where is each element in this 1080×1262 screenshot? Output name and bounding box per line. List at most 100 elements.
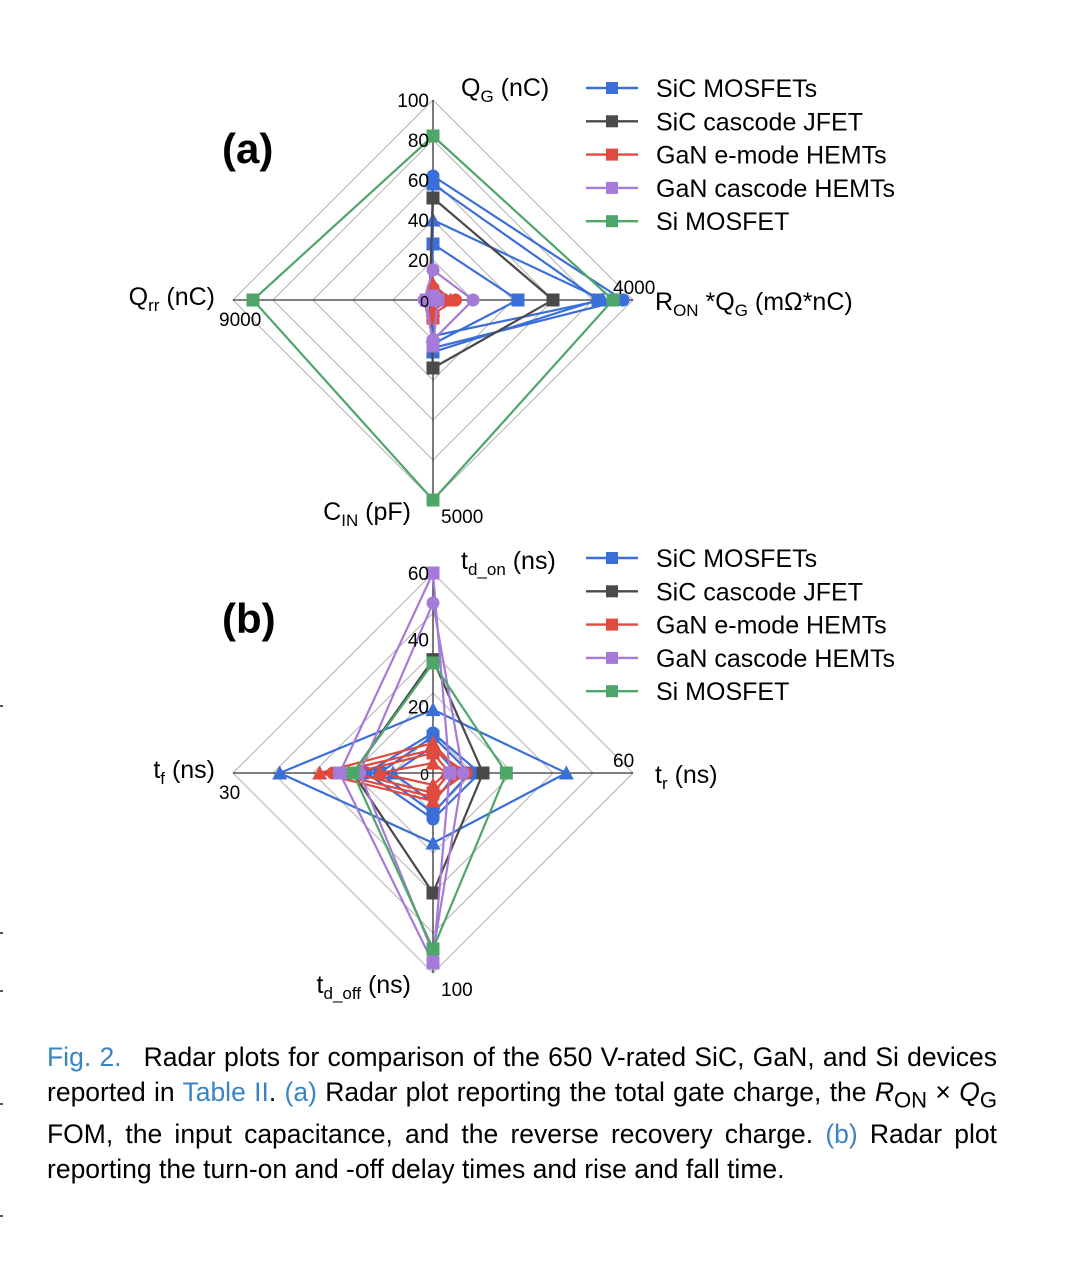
legend-label: Si MOSFET [656, 678, 789, 706]
axis-max-label: 5000 [441, 507, 483, 528]
axis-title-char: t [317, 971, 324, 999]
legend-swatch [606, 115, 618, 128]
axis-title-sub: G [735, 301, 748, 320]
axis-title-sub: IN [341, 511, 358, 530]
data-point [476, 766, 490, 780]
data-point [546, 293, 560, 307]
axis-title-bottom: CIN (pF) [323, 498, 411, 530]
legend-swatch [606, 618, 618, 631]
axis-title-left: Qrr (nC) [129, 283, 215, 315]
data-point [426, 956, 440, 970]
figure-caption: Fig. 2. Radar plots for comparison of the… [47, 1040, 997, 1187]
page-edge-mark [0, 990, 3, 992]
data-point [425, 777, 441, 792]
axis-title-unit: (pF) [358, 498, 411, 526]
axis-title-sub: rr [148, 296, 160, 315]
axis-title-unit: *Q [699, 288, 735, 316]
data-point [426, 942, 440, 956]
times-symbol: × [927, 1077, 960, 1107]
data-point [466, 293, 480, 307]
axis-title-unit: (nC) [494, 74, 550, 102]
tick-label: 60 [408, 564, 429, 585]
data-point [426, 493, 440, 507]
page-edge-mark [0, 1215, 3, 1217]
zero-label: 0 [420, 767, 429, 784]
data-point [346, 766, 360, 780]
caption-text-1: Radar plots for comparison of the 650 V-… [47, 1042, 998, 1107]
panel-label: (b) [222, 595, 276, 642]
axis-title-left: tf (ns) [153, 756, 215, 788]
axis-title-right: tr (ns) [655, 761, 718, 793]
tick-label: 20 [408, 697, 429, 718]
axis-title-char: t [461, 547, 468, 575]
data-point [606, 293, 620, 307]
data-point [426, 886, 440, 900]
q-symbol: Q [959, 1077, 980, 1107]
tick-label: 20 [408, 251, 429, 272]
data-point [426, 656, 440, 670]
legend-swatch [606, 685, 618, 698]
axis-max-label: 9000 [219, 310, 261, 331]
axis-title-sub: f [160, 769, 165, 788]
legend-label: GaN cascode HEMTs [656, 175, 895, 203]
axis-title-sub: d_off [323, 984, 361, 1003]
data-point [425, 835, 441, 850]
data-point [426, 746, 440, 760]
tick-label: 40 [408, 631, 429, 652]
axis-title-top: QG (nC) [461, 74, 549, 106]
axis-title-unit: (ns) [361, 971, 411, 999]
r-subscript: ON [893, 1087, 928, 1113]
caption-text-3: Radar plot reporting the total gate char… [316, 1077, 875, 1107]
data-point [426, 263, 440, 277]
data-point [499, 766, 513, 780]
axis-title-unit: (mΩ*nC) [748, 288, 853, 316]
data-point [426, 237, 440, 251]
axis-title-sub: ON [673, 301, 699, 320]
legend-label: SiC MOSFETs [656, 545, 817, 573]
data-point [425, 276, 441, 291]
data-point [425, 755, 441, 770]
axis-title-sub: d_on [468, 560, 506, 579]
axis-title-sub: r [662, 774, 668, 793]
legend-label: GaN e-mode HEMTs [656, 612, 887, 640]
page-edge-mark [0, 1103, 3, 1105]
axis-title-unit: (nC) [159, 283, 215, 311]
tick-label: 40 [408, 211, 429, 232]
data-point [426, 129, 440, 143]
axis-title-char: Q [461, 74, 480, 102]
legend-label: Si MOSFET [656, 208, 789, 236]
data-point [426, 339, 440, 353]
axis-title-char: t [153, 756, 160, 784]
axis-max-label: 30 [219, 783, 240, 804]
legend-swatch [606, 585, 618, 598]
axis-title-bottom: td_off (ns) [317, 971, 411, 1003]
panel-b-link[interactable]: (b) [825, 1119, 858, 1150]
table-link[interactable]: Table II [182, 1077, 269, 1107]
q-subscript: G [979, 1087, 997, 1113]
tick-label: 60 [408, 171, 429, 192]
figure-number: Fig. 2. [47, 1042, 122, 1072]
legend-swatch [606, 552, 618, 564]
data-point [272, 765, 288, 780]
data-point [246, 293, 260, 307]
data-point [419, 293, 433, 307]
data-point [456, 766, 470, 780]
legend-swatch [606, 148, 618, 161]
caption-text-2: . [268, 1077, 285, 1107]
data-point [372, 765, 388, 780]
data-point [426, 806, 440, 820]
series-line [430, 218, 607, 338]
legend-label: SiC MOSFETs [656, 75, 817, 103]
tick-label: 100 [397, 91, 429, 112]
legend-swatch [606, 181, 618, 194]
legend-label: GaN cascode HEMTs [656, 645, 895, 673]
legend-label: SiC cascode JFET [656, 108, 863, 136]
panel-a-link[interactable]: (a) [284, 1077, 317, 1107]
r-symbol: R [874, 1077, 894, 1107]
legend-swatch [606, 82, 618, 94]
axis-title-sub: G [480, 87, 493, 106]
data-point [443, 766, 457, 780]
data-point [426, 177, 440, 191]
